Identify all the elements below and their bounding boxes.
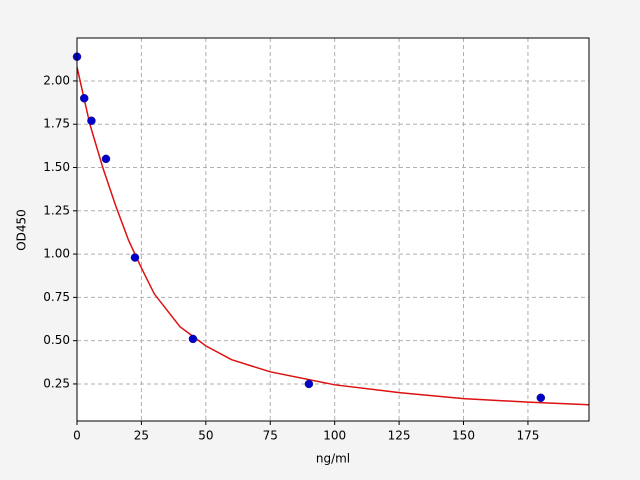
x-tick-label: 75 — [263, 429, 278, 443]
y-tick-label: 0.50 — [43, 333, 70, 347]
x-tick-label: 175 — [516, 429, 539, 443]
x-tick-label: 150 — [452, 429, 475, 443]
y-tick-label: 1.50 — [43, 160, 70, 174]
y-axis-label: OD450 — [15, 209, 29, 251]
x-tick-label: 50 — [198, 429, 213, 443]
x-tick-label: 0 — [73, 429, 81, 443]
plot-frame — [76, 37, 590, 422]
y-tick-label: 1.75 — [43, 117, 70, 131]
y-tick-label: 1.00 — [43, 247, 70, 261]
plot-background — [77, 38, 589, 421]
x-tick-label: 100 — [323, 429, 346, 443]
x-axis-label: ng/ml — [316, 452, 350, 466]
data-point — [536, 393, 546, 403]
data-point — [79, 94, 89, 103]
data-point — [101, 154, 111, 164]
y-tick-label: 1.25 — [43, 203, 70, 217]
data-point — [304, 379, 314, 389]
y-tick-label: 2.00 — [43, 73, 70, 87]
x-tick-label: 125 — [388, 429, 411, 443]
y-tick-label: 0.75 — [43, 290, 70, 304]
data-point — [87, 116, 96, 126]
x-tick-label: 25 — [134, 429, 149, 443]
data-point — [130, 253, 140, 262]
data-point — [188, 334, 198, 344]
y-tick-label: 0.25 — [43, 376, 70, 390]
